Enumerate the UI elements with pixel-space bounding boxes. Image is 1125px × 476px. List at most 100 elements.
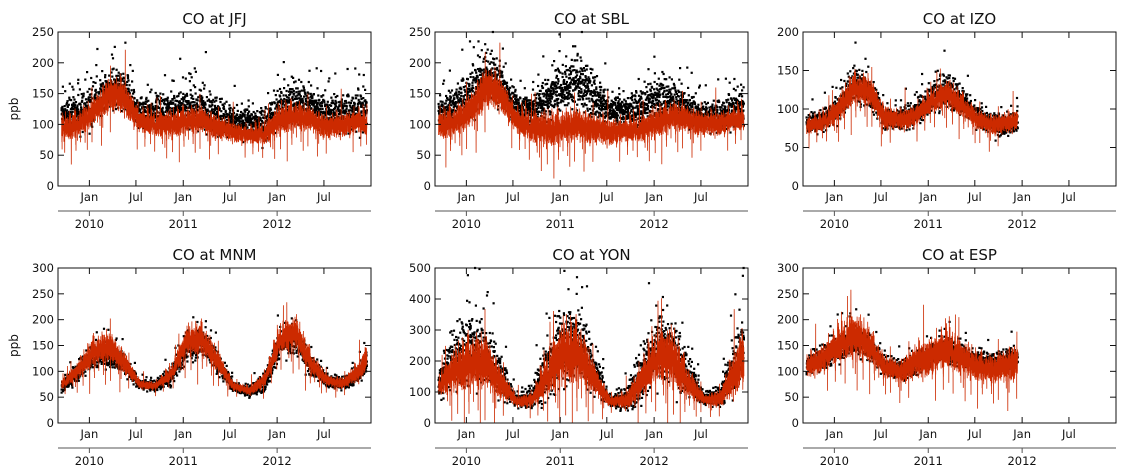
data-point (442, 82, 445, 85)
data-point (246, 117, 249, 120)
data-point (656, 95, 659, 98)
data-point (441, 100, 444, 103)
data-point (563, 94, 566, 97)
data-point (585, 78, 588, 81)
data-point (711, 108, 714, 111)
data-point (667, 105, 670, 108)
data-point (640, 97, 643, 100)
data-point (229, 109, 232, 112)
data-point (449, 97, 452, 100)
data-point (67, 115, 70, 118)
data-point (615, 112, 618, 115)
data-point (112, 67, 115, 70)
data-point (208, 90, 211, 93)
data-point (88, 87, 91, 91)
data-point (571, 108, 574, 111)
data-point (622, 121, 626, 124)
data-point (131, 80, 134, 83)
data-point (289, 93, 292, 96)
data-point (212, 98, 215, 101)
data-point (601, 102, 604, 105)
data-point (260, 107, 263, 110)
data-point (189, 93, 192, 96)
data-point (539, 89, 542, 92)
data-point (588, 77, 591, 80)
data-point (579, 76, 582, 79)
data-point (509, 86, 512, 89)
data-point (578, 78, 581, 81)
x-tick-label: Jan (173, 190, 192, 204)
data-point (469, 75, 472, 79)
data-point (300, 80, 303, 84)
data-point (616, 108, 619, 112)
data-point (649, 101, 652, 104)
plot-data (437, 30, 745, 179)
data-point (722, 113, 725, 116)
data-point (568, 93, 571, 96)
data-point (319, 113, 322, 116)
data-point (144, 100, 147, 103)
data-point (492, 61, 495, 64)
data-point (687, 86, 690, 89)
data-point (732, 97, 735, 100)
data-point (189, 102, 192, 105)
data-point (330, 116, 333, 119)
data-point (722, 102, 725, 105)
data-point (173, 107, 176, 110)
data-point (546, 99, 549, 103)
data-point (151, 102, 154, 105)
data-point (214, 113, 217, 116)
data-point (115, 102, 118, 105)
data-point (318, 98, 321, 101)
data-point (555, 76, 558, 79)
data-point (76, 104, 79, 107)
data-point (556, 103, 559, 106)
data-point (229, 120, 232, 123)
data-point (549, 89, 553, 92)
data-point (565, 80, 568, 84)
data-point (620, 111, 623, 114)
data-point (574, 45, 577, 48)
data-point (450, 104, 453, 107)
data-point (201, 96, 204, 99)
data-point (674, 89, 677, 92)
data-point (623, 103, 626, 106)
data-point (700, 109, 703, 112)
data-point (236, 109, 239, 112)
data-point (639, 119, 642, 123)
data-point (636, 111, 639, 114)
data-point (565, 75, 568, 78)
data-point (537, 73, 540, 76)
data-point (334, 105, 338, 108)
data-point (251, 121, 254, 124)
data-point (204, 103, 207, 106)
data-point (170, 102, 173, 105)
data-point (224, 116, 227, 119)
data-point (538, 93, 541, 96)
data-point (697, 108, 700, 111)
data-point (240, 122, 243, 126)
data-point (238, 120, 241, 124)
data-point (329, 110, 332, 113)
data-point (567, 93, 570, 96)
data-point (731, 105, 734, 108)
data-point (490, 61, 493, 64)
data-point (449, 91, 452, 94)
data-point (571, 100, 574, 103)
data-point (572, 78, 575, 81)
data-point (200, 99, 203, 102)
data-point (688, 109, 691, 112)
data-point (208, 116, 211, 120)
data-point (302, 104, 305, 107)
data-point (583, 111, 586, 114)
data-point (231, 120, 234, 123)
data-point (671, 87, 674, 90)
data-point (508, 92, 511, 95)
data-point (317, 108, 320, 111)
data-point (494, 63, 497, 66)
data-point (330, 112, 333, 115)
data-point (541, 86, 545, 89)
data-point (636, 107, 639, 110)
data-point (684, 104, 687, 108)
data-point (652, 96, 655, 99)
